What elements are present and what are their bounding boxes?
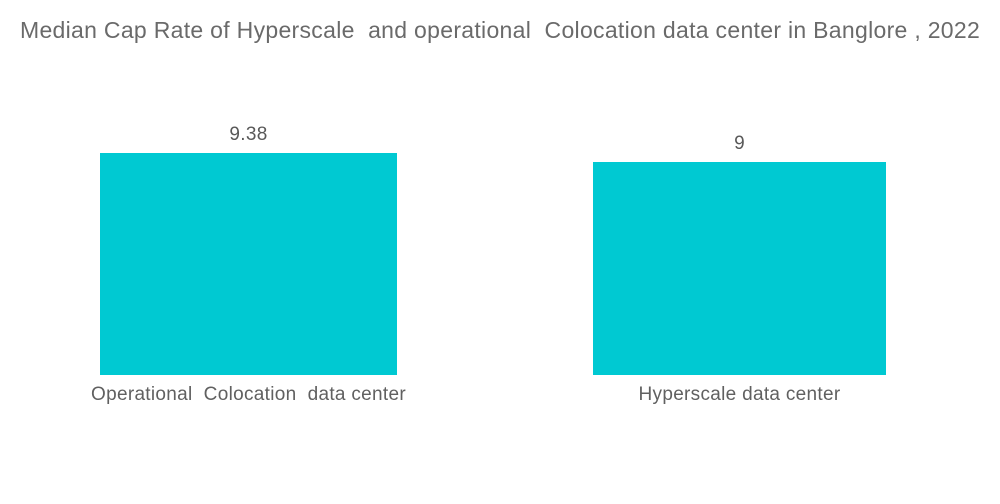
bar-value-label-hyperscale: 9 xyxy=(734,132,745,154)
category-label-operational-colocation: Operational Colocation data center xyxy=(91,384,406,405)
category-label-hyperscale: Hyperscale data center xyxy=(638,384,841,405)
bar-hyperscale xyxy=(593,161,886,375)
bar-value-label-operational-colocation: 9.38 xyxy=(229,123,268,145)
bar-operational-colocation xyxy=(100,152,397,375)
chart-title: Median Cap Rate of Hyperscale and operat… xyxy=(20,17,981,43)
